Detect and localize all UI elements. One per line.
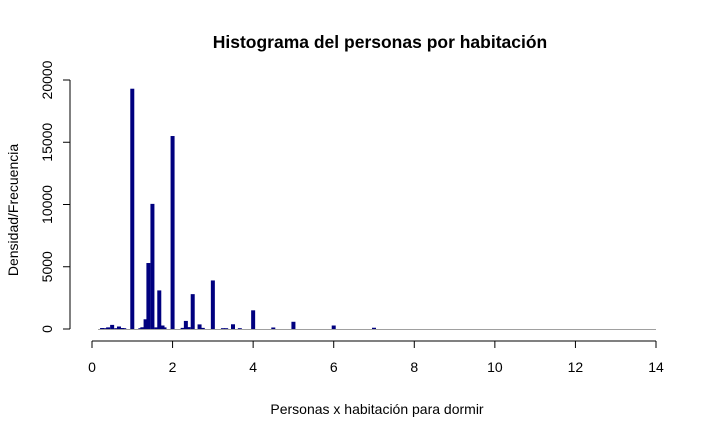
histogram-bar [291,321,296,329]
histogram-bar [138,328,143,329]
histogram-bar [162,327,167,329]
histogram-bar [154,327,159,329]
y-axis-label: Densidad/Frecuencia [5,144,21,277]
histogram-bar [160,325,165,329]
x-tick-label: 14 [648,359,664,375]
histogram-bar [271,327,276,329]
x-axis-ticks: 0 2 4 6 8 10 12 14 [88,341,664,375]
histogram-bar [140,327,145,329]
x-tick-label: 10 [487,359,503,375]
histogram-bar [180,327,185,329]
histogram-bar [231,324,235,329]
histogram-bar [146,263,151,329]
histogram-bar [120,328,125,329]
x-tick-label: 8 [410,359,418,375]
y-axis-ticks: 0 5000 10000 15000 20000 [39,60,70,333]
histogram-bar [122,328,127,329]
histogram-bar [251,310,256,329]
chart-title: Histograma del personas por habitación [213,32,548,52]
histogram-bar [150,203,155,329]
y-tick-label: 0 [39,325,55,333]
histogram-bar [183,320,188,329]
x-tick-label: 2 [169,359,177,375]
x-tick-label: 0 [88,359,96,375]
x-tick-label: 12 [568,359,584,375]
histogram-bar [143,319,148,329]
histogram-bar [190,294,195,329]
histogram-bar [200,327,205,329]
histogram-bar [170,136,175,329]
histogram-bar [103,328,108,329]
histogram-bar [110,324,115,329]
x-tick-label: 4 [249,359,257,375]
y-tick-label: 10000 [39,185,55,224]
histogram-bar [224,328,229,329]
histogram-bar [116,326,121,329]
x-axis-label: Personas x habitación para dormir [270,401,484,417]
bars-group [100,88,376,329]
histogram-bar [114,328,119,329]
histogram-bar [331,325,336,329]
histogram-bar [130,88,135,329]
histogram-bar [210,280,215,329]
histogram-bar [372,327,376,329]
histogram-bar [100,328,105,329]
histogram-bar [237,328,242,329]
y-tick-label: 20000 [39,60,55,99]
y-tick-label: 15000 [39,123,55,162]
x-tick-label: 6 [330,359,338,375]
histogram-bar [106,327,111,329]
y-tick-label: 5000 [39,251,55,282]
histogram-bar [186,327,191,329]
histogram-bar [220,328,225,329]
histogram-bar [157,290,162,329]
histogram-bar [197,324,202,329]
